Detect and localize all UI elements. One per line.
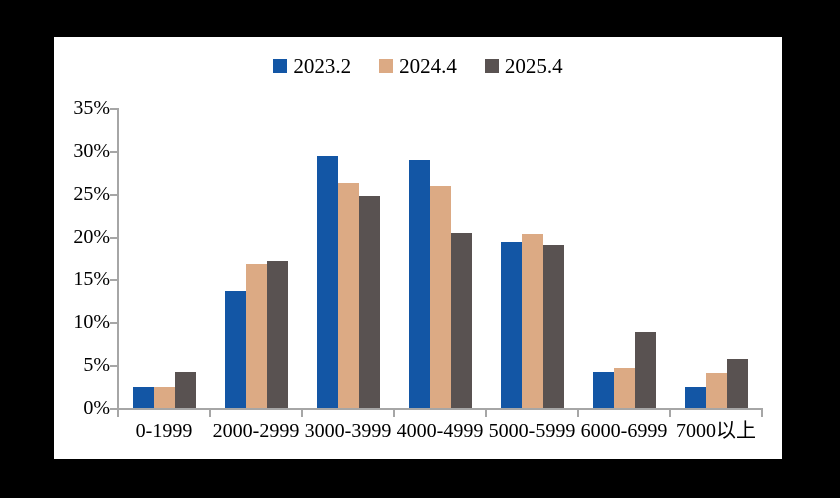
bar-2023.2-6000-6999	[592, 372, 614, 408]
legend-label: 2024.4	[399, 53, 457, 78]
legend-label: 2023.2	[293, 53, 352, 78]
bar-2023.2-0-1999	[132, 386, 154, 408]
y-axis-label: 20%	[73, 225, 110, 248]
x-axis-tick	[761, 410, 763, 417]
x-axis-label: 7000以上	[676, 420, 756, 442]
x-axis-label: 4000-4999	[396, 420, 484, 442]
y-axis-line	[117, 108, 119, 410]
x-axis-tick	[209, 410, 211, 417]
bar-2023.2-5000-5999	[500, 241, 522, 408]
y-axis-tick	[110, 408, 117, 410]
legend-item: 2023.2	[273, 53, 352, 78]
bar-group	[670, 108, 762, 408]
legend-swatch-icon	[484, 59, 499, 73]
x-axis-label: 3000-3999	[304, 420, 392, 442]
x-axis-tick	[393, 410, 395, 417]
x-axis-tick	[485, 410, 487, 417]
y-axis-tick	[110, 279, 117, 282]
y-axis-label: 25%	[73, 182, 110, 205]
plot-area: 0% 5% 10% 15% 20% 25% 30% 35% 0-1999 2000-2999 300…	[73, 98, 763, 442]
x-axis-tick	[577, 410, 579, 417]
y-axis-tick	[110, 150, 117, 153]
y-axis-label: 10%	[73, 311, 110, 334]
x-axis-tick	[669, 410, 671, 417]
bar-2023.2-2000-2999	[224, 290, 246, 408]
legend: 2023.2 2024.4 2025.4	[54, 53, 782, 79]
y-axis-tick	[110, 108, 117, 110]
x-axis-tick	[117, 410, 119, 417]
bar-group	[486, 108, 578, 408]
bar-2025.4-3000-3999	[358, 196, 380, 408]
bar-2023.2-7000以上	[684, 387, 706, 408]
legend-item: 2024.4	[379, 53, 457, 78]
x-axis-tick	[301, 410, 303, 417]
bar-2024.4-4000-4999	[429, 186, 451, 408]
bar-2025.4-0-1999	[174, 372, 196, 408]
bar-2024.4-5000-5999	[521, 234, 543, 408]
bar-2024.4-6000-6999	[613, 367, 635, 408]
bar-2024.4-2000-2999	[245, 264, 267, 408]
y-axis-tick	[110, 365, 117, 368]
bar-2023.2-4000-4999	[408, 160, 430, 408]
bar-2025.4-7000以上	[726, 359, 748, 408]
legend-swatch-icon	[379, 59, 394, 73]
bar-2025.4-5000-5999	[542, 245, 564, 408]
x-axis-label: 0-1999	[135, 420, 193, 442]
bar-group	[118, 108, 210, 408]
y-axis-tick	[110, 322, 117, 325]
y-axis-tick	[110, 193, 117, 196]
x-axis-label: 6000-6999	[580, 420, 668, 442]
y-axis-label: 15%	[73, 268, 110, 291]
y-axis-label: 35%	[73, 97, 110, 119]
bar-2024.4-3000-3999	[337, 182, 359, 408]
x-axis-label: 5000-5999	[488, 420, 576, 442]
bar-2025.4-2000-2999	[266, 260, 288, 408]
bar-2024.4-0-1999	[153, 387, 175, 408]
bar-2025.4-6000-6999	[634, 331, 656, 408]
bar-2024.4-7000以上	[705, 372, 727, 408]
x-axis-label: 2000-2999	[212, 420, 300, 442]
bar-group	[210, 108, 302, 408]
bar-2025.4-4000-4999	[450, 233, 472, 408]
y-axis-label: 30%	[73, 139, 110, 162]
y-axis-tick	[110, 236, 117, 239]
legend-label: 2025.4	[504, 53, 563, 78]
bar-group	[578, 108, 670, 408]
x-axis-line	[117, 408, 763, 410]
bar-2023.2-3000-3999	[316, 156, 338, 408]
legend-item: 2025.4	[484, 53, 563, 78]
chart-card: 2023.2 2024.4 2025.4 0% 5% 10% 15% 20% 25% 30% 35…	[54, 37, 782, 459]
bar-group	[394, 108, 486, 408]
bar-group	[302, 108, 394, 408]
y-axis-label: 5%	[83, 354, 110, 377]
legend-swatch-icon	[273, 59, 288, 73]
y-axis-label: 0%	[83, 397, 110, 419]
